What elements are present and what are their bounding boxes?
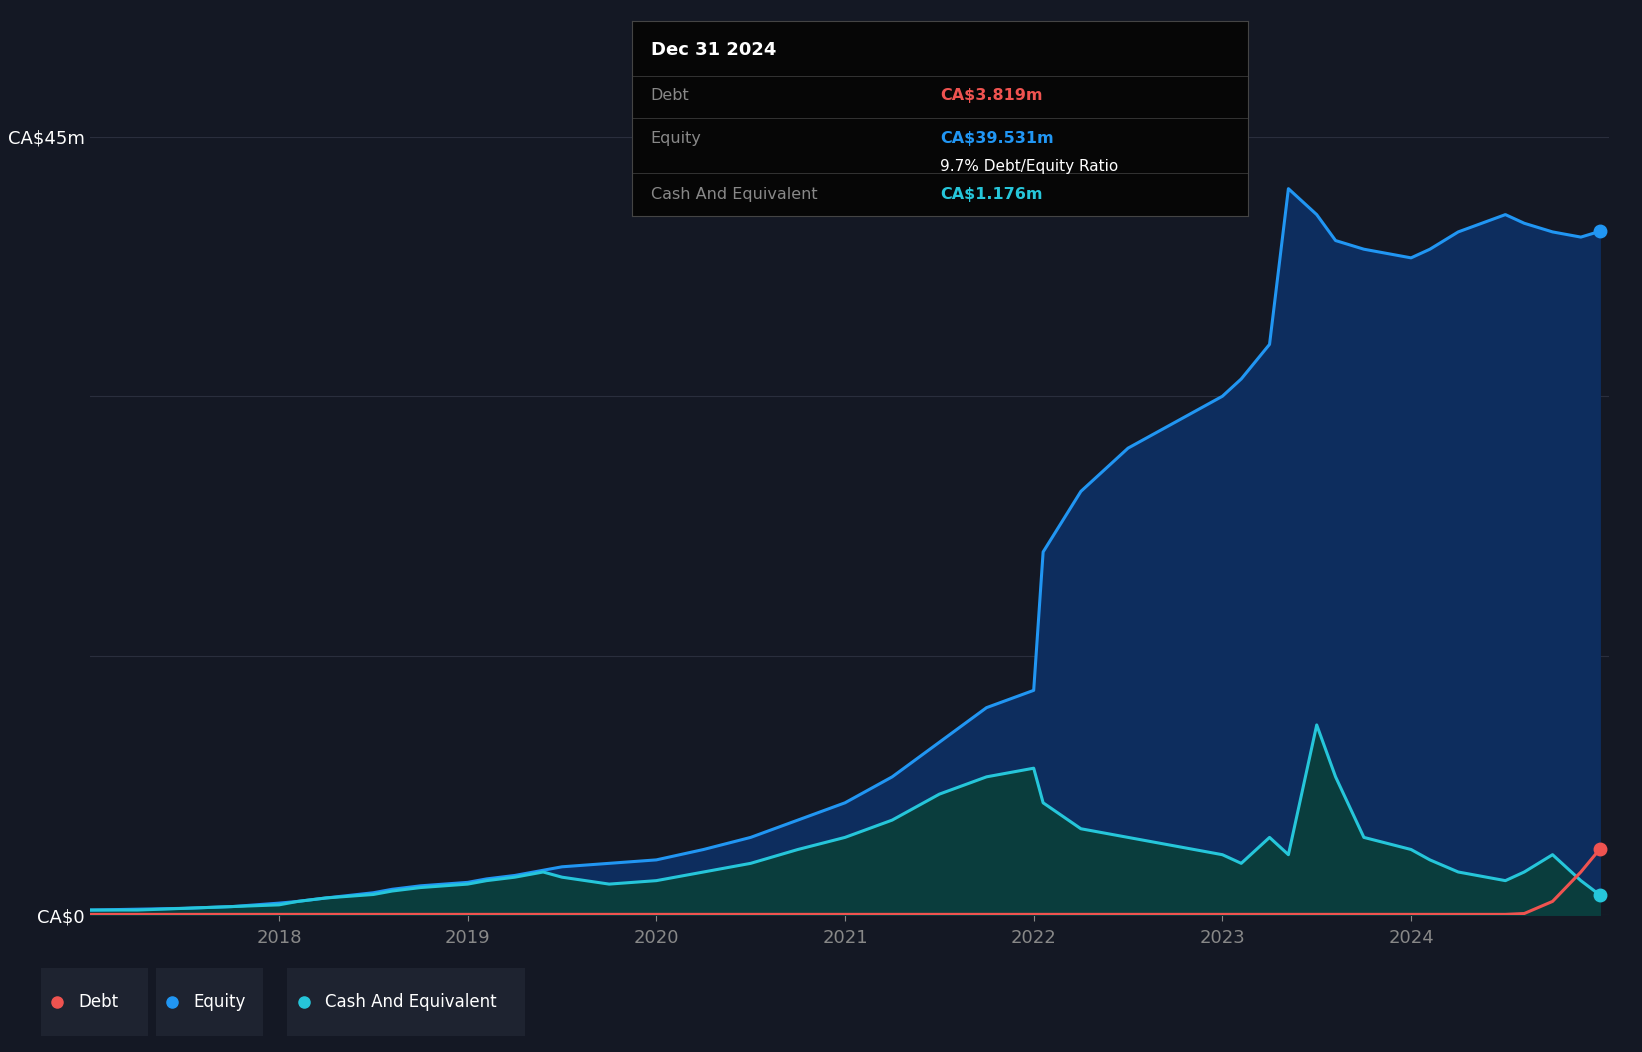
Text: Debt: Debt (650, 88, 690, 103)
Text: Dec 31 2024: Dec 31 2024 (650, 40, 777, 59)
Text: Debt: Debt (79, 993, 118, 1011)
Text: CA$39.531m: CA$39.531m (941, 132, 1054, 146)
Text: CA$1.176m: CA$1.176m (941, 187, 1043, 202)
Text: Cash And Equivalent: Cash And Equivalent (325, 993, 498, 1011)
Text: Cash And Equivalent: Cash And Equivalent (650, 187, 818, 202)
Text: 9.7% Debt/Equity Ratio: 9.7% Debt/Equity Ratio (941, 159, 1118, 174)
Text: Equity: Equity (194, 993, 246, 1011)
Text: CA$3.819m: CA$3.819m (941, 88, 1043, 103)
Text: Equity: Equity (650, 132, 701, 146)
